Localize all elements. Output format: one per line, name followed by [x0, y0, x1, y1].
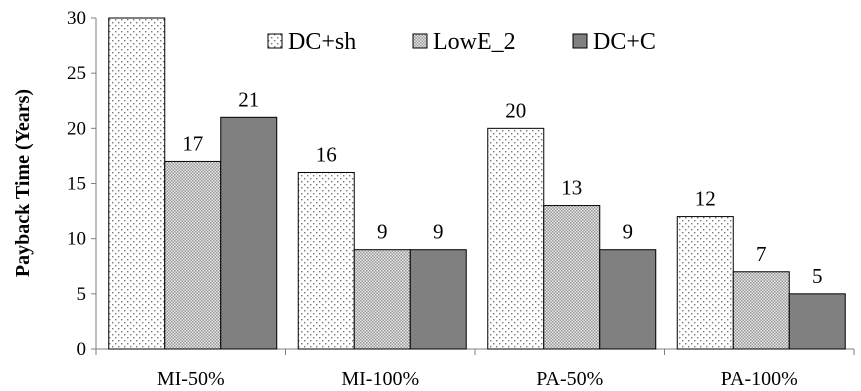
data-label: 9 [623, 220, 634, 244]
x-category-label: PA-50% [536, 368, 603, 390]
bar-lowe-2 [732, 271, 790, 350]
data-label: 5 [812, 264, 823, 288]
y-tick-label: 30 [67, 8, 86, 29]
bar-dc-sh [297, 171, 355, 350]
data-label: 21 [238, 87, 259, 111]
y-tick-label: 20 [67, 118, 86, 139]
legend-swatch-dc-c [572, 33, 588, 49]
data-label: 12 [695, 187, 716, 211]
x-category-label: PA-100% [721, 368, 798, 390]
bar-dc-c [788, 293, 846, 350]
bar-lowe-2 [164, 160, 222, 350]
y-tick-label: 15 [67, 174, 86, 195]
legend-swatch-dc-sh [267, 33, 283, 49]
data-label: 13 [561, 176, 582, 200]
x-category-label: MI-50% [157, 368, 225, 390]
bar-dc-sh [108, 17, 166, 350]
y-tick-label: 5 [77, 284, 87, 305]
data-label: 20 [505, 98, 526, 122]
bar-dc-c [599, 249, 657, 350]
data-label: 7 [756, 242, 767, 266]
legend-label: DC+sh [288, 29, 356, 55]
legend-label: DC+C [593, 29, 656, 55]
data-label: 16 [316, 142, 337, 166]
bar-lowe-2 [353, 249, 411, 350]
bar-dc-sh [676, 216, 734, 350]
y-tick-label: 0 [77, 339, 87, 360]
legend-swatch-lowe-2 [412, 33, 428, 49]
legend-label: LowE_2 [433, 29, 516, 55]
y-axis-title: Payback Time (Years) [12, 89, 34, 277]
bar-dc-c [409, 249, 467, 350]
bar-dc-sh [487, 127, 545, 350]
data-label: 9 [377, 220, 388, 244]
bar-lowe-2 [543, 205, 601, 350]
y-tick-label: 25 [67, 63, 86, 84]
x-category-label: MI-100% [341, 368, 419, 390]
bar-dc-c [220, 116, 278, 350]
y-tick-label: 10 [67, 229, 86, 250]
data-label: 9 [433, 220, 444, 244]
data-label: 17 [182, 131, 203, 155]
